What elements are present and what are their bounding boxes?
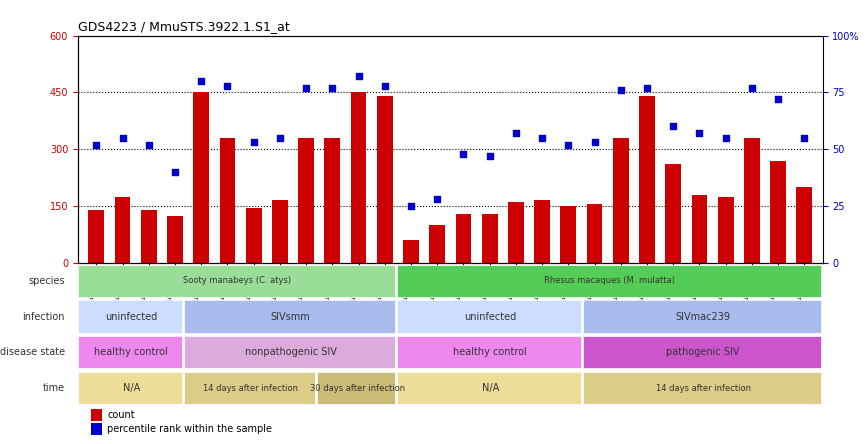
Point xyxy=(404,202,418,210)
Bar xyxy=(325,138,340,263)
Text: nonpathogenic SIV: nonpathogenic SIV xyxy=(245,347,337,357)
Point xyxy=(535,134,549,141)
Point xyxy=(142,141,156,148)
Text: disease state: disease state xyxy=(0,347,65,357)
Text: healthy control: healthy control xyxy=(453,347,527,357)
Point xyxy=(666,123,680,130)
Point xyxy=(509,130,523,137)
Bar xyxy=(430,225,445,263)
Point xyxy=(614,87,628,94)
Text: uninfected: uninfected xyxy=(105,312,158,321)
Text: 30 days after infection: 30 days after infection xyxy=(310,384,404,392)
Bar xyxy=(193,92,209,263)
Bar xyxy=(692,195,708,263)
Text: species: species xyxy=(28,276,65,286)
Point xyxy=(640,84,654,91)
Bar xyxy=(220,138,236,263)
Bar xyxy=(298,138,314,263)
Text: count: count xyxy=(107,410,135,420)
Point xyxy=(115,134,129,141)
FancyBboxPatch shape xyxy=(584,372,821,404)
Text: 14 days after infection: 14 days after infection xyxy=(204,384,298,392)
Point xyxy=(745,84,759,91)
Bar xyxy=(586,204,603,263)
Text: healthy control: healthy control xyxy=(94,347,168,357)
Bar xyxy=(91,424,102,435)
FancyBboxPatch shape xyxy=(78,265,395,297)
Text: N/A: N/A xyxy=(481,383,499,393)
Bar xyxy=(272,200,288,263)
FancyBboxPatch shape xyxy=(397,265,821,297)
Bar xyxy=(351,92,366,263)
Point xyxy=(588,139,602,146)
Bar xyxy=(613,138,629,263)
FancyBboxPatch shape xyxy=(184,372,315,404)
FancyBboxPatch shape xyxy=(78,301,182,333)
Point xyxy=(326,84,339,91)
Bar xyxy=(91,409,102,420)
Bar xyxy=(246,208,262,263)
Point xyxy=(247,139,261,146)
FancyBboxPatch shape xyxy=(184,336,395,369)
Point xyxy=(273,134,287,141)
Bar xyxy=(744,138,759,263)
FancyBboxPatch shape xyxy=(397,301,581,333)
Text: SIVmac239: SIVmac239 xyxy=(675,312,731,321)
FancyBboxPatch shape xyxy=(397,336,581,369)
Text: uninfected: uninfected xyxy=(464,312,516,321)
Bar xyxy=(534,200,550,263)
Bar xyxy=(718,197,734,263)
Bar xyxy=(508,202,524,263)
FancyBboxPatch shape xyxy=(78,336,182,369)
Bar xyxy=(456,214,471,263)
FancyBboxPatch shape xyxy=(184,301,395,333)
Point xyxy=(482,152,496,159)
FancyBboxPatch shape xyxy=(397,372,581,404)
Text: N/A: N/A xyxy=(122,383,139,393)
Text: Sooty manabeys (C. atys): Sooty manabeys (C. atys) xyxy=(184,276,292,285)
Bar xyxy=(88,210,104,263)
Point xyxy=(430,196,444,203)
Bar xyxy=(377,96,392,263)
Bar xyxy=(114,197,131,263)
Bar xyxy=(665,164,681,263)
Point xyxy=(719,134,733,141)
Text: 14 days after infection: 14 days after infection xyxy=(656,384,751,392)
Bar xyxy=(797,187,812,263)
Text: GDS4223 / MmuSTS.3922.1.S1_at: GDS4223 / MmuSTS.3922.1.S1_at xyxy=(78,20,290,33)
Point xyxy=(89,141,103,148)
Text: pathogenic SIV: pathogenic SIV xyxy=(666,347,740,357)
Point xyxy=(693,130,707,137)
Text: infection: infection xyxy=(23,312,65,321)
Text: SIVsmm: SIVsmm xyxy=(271,312,311,321)
FancyBboxPatch shape xyxy=(78,372,182,404)
Point xyxy=(561,141,575,148)
Bar xyxy=(560,206,576,263)
Bar xyxy=(770,161,786,263)
Point xyxy=(456,150,470,157)
Bar xyxy=(403,240,419,263)
Text: time: time xyxy=(42,383,65,393)
Bar xyxy=(639,96,655,263)
Point xyxy=(798,134,811,141)
Point xyxy=(299,84,313,91)
Point xyxy=(221,82,235,89)
FancyBboxPatch shape xyxy=(584,336,821,369)
Point xyxy=(168,168,182,175)
FancyBboxPatch shape xyxy=(317,372,395,404)
Bar xyxy=(481,214,498,263)
Text: percentile rank within the sample: percentile rank within the sample xyxy=(107,424,272,434)
Bar xyxy=(167,215,183,263)
Point xyxy=(772,95,785,103)
Point xyxy=(194,77,208,84)
Point xyxy=(352,73,365,80)
FancyBboxPatch shape xyxy=(584,301,821,333)
Point xyxy=(378,82,391,89)
Bar xyxy=(141,210,157,263)
Text: Rhesus macaques (M. mulatta): Rhesus macaques (M. mulatta) xyxy=(545,276,675,285)
